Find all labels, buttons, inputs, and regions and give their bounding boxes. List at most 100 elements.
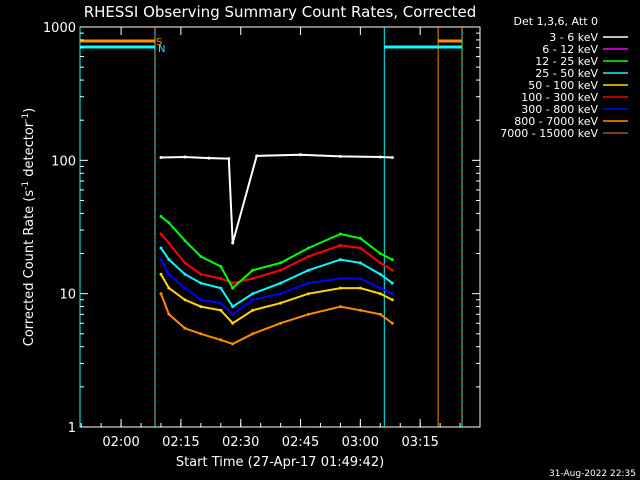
series-point-0-3 — [227, 157, 231, 161]
series-point-7-6 — [251, 332, 255, 336]
series-point-4-10 — [358, 286, 362, 290]
series-point-5-8 — [307, 255, 310, 258]
flag-letter-s: S — [156, 37, 162, 48]
y-tick-label-0: 1 — [68, 421, 76, 436]
series-point-3-4 — [219, 286, 223, 290]
series-point-6-9 — [338, 277, 342, 280]
series-point-2-7 — [279, 261, 283, 265]
y-axis-label: Corrected Count Rate (s-1 detector-1) — [21, 108, 37, 346]
series-point-5-7 — [279, 268, 283, 272]
legend-label-6: 300 - 800 keV — [521, 103, 598, 116]
series-point-7-3 — [199, 332, 203, 336]
series-point-7-9 — [338, 305, 342, 309]
series-point-5-9 — [338, 243, 342, 247]
series-point-3-6 — [251, 292, 255, 296]
series-lines — [159, 153, 394, 346]
series-point-6-4 — [219, 301, 223, 305]
series-point-0-2 — [207, 156, 211, 160]
series-point-5-6 — [251, 277, 255, 280]
legend-label-8: 7000 - 15000 keV — [500, 127, 598, 140]
y-label-sup-2: -1 — [21, 113, 31, 122]
y-tick-label-1: 10 — [59, 288, 76, 303]
series-point-2-6 — [251, 268, 255, 272]
series-point-4-12 — [390, 298, 394, 302]
series-point-3-12 — [390, 281, 394, 285]
x-axis-label: Start Time (27-Apr-17 01:49:42) — [176, 455, 384, 470]
series-point-5-3 — [199, 272, 203, 276]
series-point-5-0 — [159, 232, 163, 236]
legend-label-2: 12 - 25 keV — [535, 55, 598, 68]
series-point-5-11 — [378, 261, 382, 265]
x-axis-ticks: 02:00 02:15 02:30 02:45 03:00 03:15 — [80, 27, 481, 450]
series-point-2-8 — [307, 246, 310, 250]
legend-label-3: 25 - 50 keV — [535, 67, 598, 80]
series-point-4-4 — [219, 308, 223, 312]
series-point-5-1 — [167, 241, 171, 245]
x-tick-label-5: 03:15 — [401, 435, 438, 450]
series-point-6-6 — [251, 298, 255, 302]
legend-label-0: 3 - 6 keV — [549, 31, 598, 44]
series-point-3-11 — [378, 272, 382, 276]
series-point-7-8 — [307, 312, 310, 316]
series-point-3-7 — [279, 281, 283, 285]
series-point-6-12 — [390, 292, 394, 296]
series-point-2-1 — [167, 221, 171, 225]
series-point-0-5 — [255, 154, 259, 158]
series-point-0-1 — [183, 155, 187, 159]
series-point-3-8 — [307, 268, 310, 272]
series-point-2-5 — [231, 286, 235, 290]
y-tick-label-3: 1000 — [43, 21, 76, 36]
y-label-sup-1: -1 — [21, 181, 31, 190]
series-point-0-7 — [338, 154, 342, 158]
series-point-7-7 — [279, 321, 283, 325]
series-point-6-0 — [159, 258, 163, 262]
series-point-0-4 — [231, 241, 235, 245]
series-point-6-2 — [183, 286, 187, 290]
series-point-3-2 — [183, 272, 187, 276]
series-point-2-4 — [219, 265, 223, 268]
series-point-5-5 — [231, 281, 235, 285]
series-point-6-10 — [358, 277, 362, 280]
series-point-0-8 — [378, 155, 382, 159]
series-point-4-8 — [307, 292, 310, 296]
series-point-4-7 — [279, 301, 283, 305]
series-point-3-3 — [199, 281, 203, 285]
series-point-0-0 — [159, 156, 163, 159]
series-point-3-10 — [358, 261, 362, 265]
series-point-5-10 — [358, 246, 362, 250]
series-point-4-9 — [338, 286, 342, 290]
series-point-7-1 — [167, 312, 171, 316]
series-point-6-11 — [378, 286, 382, 290]
legend-label-4: 50 - 100 keV — [528, 79, 598, 92]
chart-title: RHESSI Observing Summary Count Rates, Co… — [84, 3, 477, 21]
x-tick-label-3: 02:45 — [282, 435, 319, 450]
legend-label-1: 6 - 12 keV — [542, 43, 598, 56]
series-point-7-11 — [378, 312, 382, 316]
flag-letter-n: N — [158, 44, 165, 55]
series-point-2-2 — [183, 239, 187, 243]
legend-title: Det 1,3,6, Att 0 — [514, 15, 598, 28]
legend-label-5: 100 - 300 keV — [521, 91, 598, 104]
series-point-2-9 — [338, 232, 342, 236]
y-label-part-1: Corrected Count Rate (s — [22, 190, 37, 347]
series-line-0 — [160, 153, 393, 244]
series-point-4-3 — [199, 305, 203, 309]
series-point-3-0 — [159, 246, 163, 250]
series-point-2-3 — [199, 255, 203, 258]
y-label-part-3: ) — [22, 108, 37, 113]
series-point-0-9 — [390, 156, 394, 159]
series-point-4-0 — [159, 272, 163, 276]
series-point-7-12 — [390, 321, 394, 325]
series-point-6-3 — [199, 298, 203, 302]
series-point-6-7 — [279, 292, 283, 296]
series-point-7-4 — [219, 338, 223, 342]
series-point-5-4 — [219, 277, 223, 280]
series-point-4-1 — [167, 286, 171, 290]
series-point-6-5 — [231, 312, 235, 316]
series-point-2-0 — [159, 214, 163, 218]
series-point-3-5 — [231, 305, 235, 309]
x-tick-label-1: 02:15 — [162, 435, 199, 450]
